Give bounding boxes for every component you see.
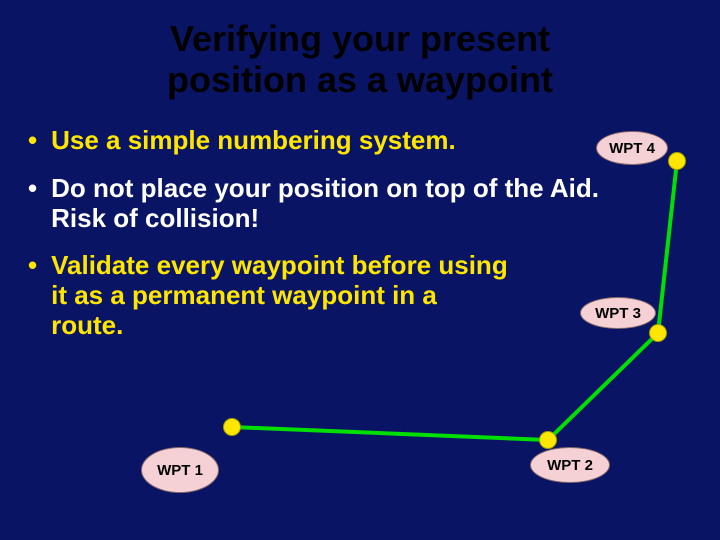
bullet-text: Use a simple numbering system.: [51, 126, 456, 156]
slide-title: Verifying your present position as a way…: [0, 0, 720, 101]
route-segment: [547, 332, 660, 442]
waypoint-marker: WPT 2: [530, 447, 610, 483]
route-dot: [223, 418, 241, 436]
bullet-text: Do not place your position on top of the…: [51, 174, 611, 234]
waypoint-label: WPT 1: [157, 462, 203, 479]
bullet-dot-icon: •: [28, 174, 37, 203]
waypoint-marker: WPT 1: [141, 447, 219, 493]
route-dot: [668, 152, 686, 170]
route-dot: [649, 324, 667, 342]
bullet-text: Validate every waypoint before using it …: [51, 251, 511, 341]
waypoint-marker: WPT 4: [596, 131, 668, 165]
waypoint-label: WPT 3: [595, 305, 641, 322]
route-segment: [232, 425, 548, 442]
route-dot: [539, 431, 557, 449]
bullet-dot-icon: •: [28, 251, 37, 280]
title-line-2: position as a waypoint: [167, 59, 553, 100]
title-line-1: Verifying your present: [170, 18, 550, 59]
bullet-item: • Do not place your position on top of th…: [28, 174, 720, 234]
waypoint-marker: WPT 3: [580, 297, 656, 329]
waypoint-label: WPT 2: [547, 457, 593, 474]
waypoint-label: WPT 4: [609, 140, 655, 157]
bullet-dot-icon: •: [28, 126, 37, 155]
